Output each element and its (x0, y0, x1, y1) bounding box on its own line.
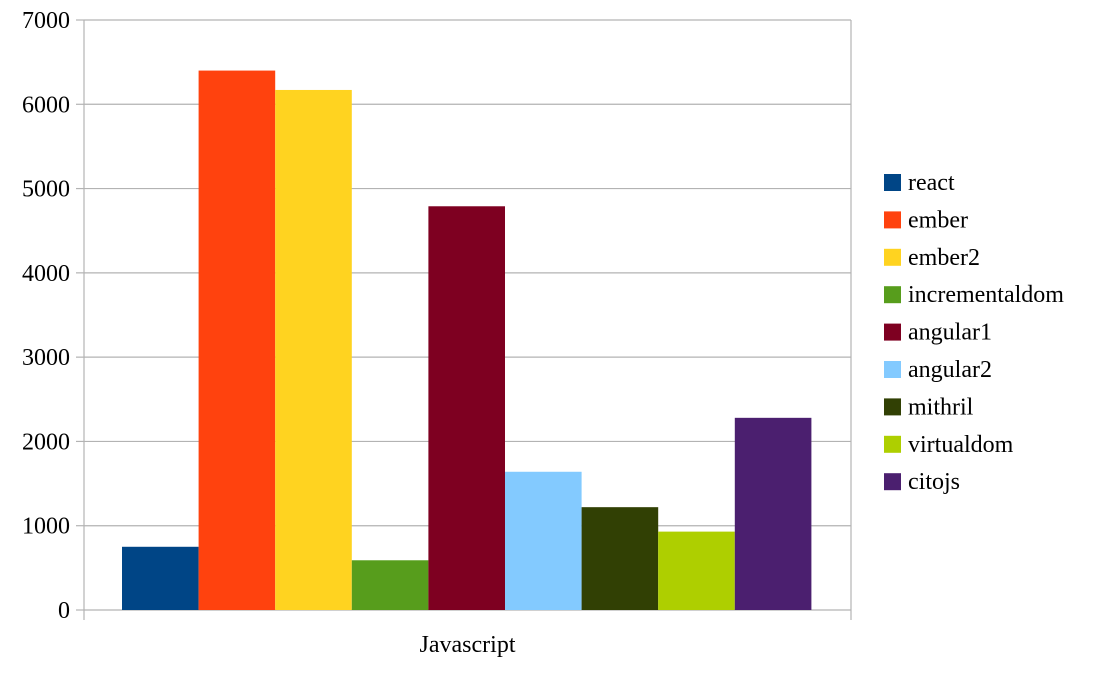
legend-item-citojs: citojs (884, 469, 960, 495)
axes: 0 1000 2000 3000 4000 5000 6000 7000 Javascript (22, 8, 852, 658)
bar-citojs (734, 417, 812, 610)
legend-label: react (908, 170, 955, 196)
legend-label: mithril (908, 394, 974, 420)
y-tick-label: 4000 (22, 261, 70, 287)
y-tick-label: 5000 (22, 177, 70, 203)
legend-item-virtualdom: virtualdom (884, 432, 1014, 458)
y-tick-label: 6000 (22, 92, 70, 118)
bar-ember2 (275, 89, 352, 610)
legend-swatch (884, 211, 901, 229)
legend-label: angular2 (908, 357, 992, 383)
legend-label: ember2 (908, 245, 980, 271)
legend-item-mithril: mithril (884, 394, 974, 420)
legend-label: ember (908, 207, 968, 233)
x-category-label: Javascript (420, 632, 516, 658)
legend-item-angular1: angular1 (884, 320, 992, 346)
y-tick-label: 7000 (22, 8, 70, 34)
bars (122, 70, 812, 611)
legend-swatch (884, 435, 901, 453)
legend-item-angular2: angular2 (884, 357, 992, 383)
legend-swatch (884, 361, 901, 378)
legend-swatch (884, 473, 901, 491)
bar-incrementaldom (351, 560, 429, 610)
legend-item-ember2: ember2 (884, 245, 980, 271)
bar-angular2 (505, 471, 582, 610)
legend-swatch (884, 174, 901, 191)
legend-item-incrementaldom: incrementaldom (884, 282, 1064, 308)
y-tick-label: 1000 (22, 514, 70, 540)
bar-angular1 (428, 206, 505, 610)
bar-ember (198, 70, 276, 611)
y-tick-label: 0 (58, 598, 70, 624)
bar-mithril (581, 507, 659, 610)
legend-item-react: react (884, 170, 955, 196)
legend-swatch (884, 286, 901, 304)
legend-label: citojs (908, 469, 960, 495)
y-tick-label: 3000 (22, 345, 70, 371)
y-tick-label: 2000 (22, 429, 70, 455)
bar-react (122, 546, 199, 610)
legend-label: angular1 (908, 320, 992, 346)
bar-virtualdom (658, 531, 735, 610)
legend-swatch (884, 323, 901, 341)
legend: react ember ember2 incrementaldom angular1 an… (884, 170, 1064, 495)
legend-label: virtualdom (908, 432, 1014, 458)
legend-swatch (884, 398, 901, 416)
legend-label: incrementaldom (908, 282, 1064, 308)
legend-swatch (884, 248, 901, 266)
legend-item-ember: ember (884, 207, 968, 233)
